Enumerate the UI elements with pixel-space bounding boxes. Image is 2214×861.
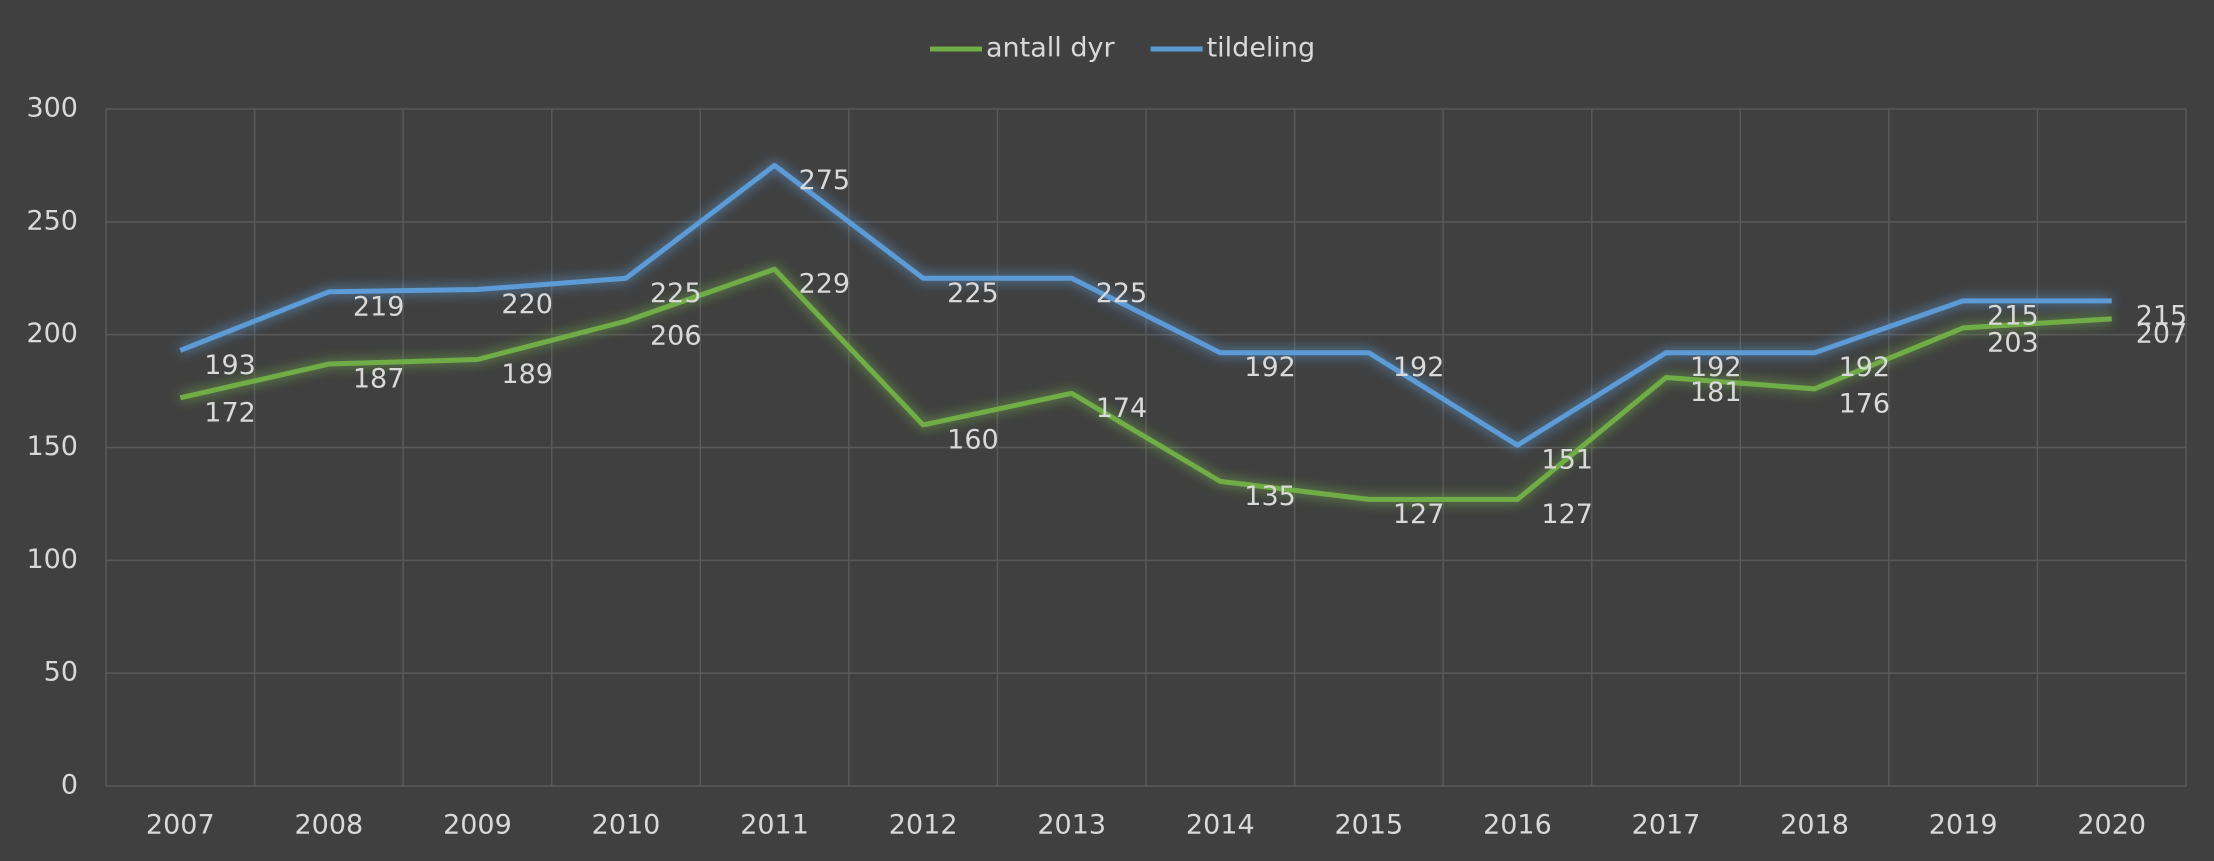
data-label: 229 xyxy=(799,269,851,300)
data-label: 275 xyxy=(799,165,851,196)
legend-label: tildeling xyxy=(1207,33,1316,64)
x-tick-label: 2013 xyxy=(1037,810,1106,841)
legend-label: antall dyr xyxy=(986,33,1115,64)
data-label: 151 xyxy=(1541,445,1593,476)
data-label: 174 xyxy=(1096,393,1148,424)
data-label: 176 xyxy=(1839,388,1891,419)
data-label: 192 xyxy=(1839,352,1891,383)
data-label: 192 xyxy=(1244,352,1296,383)
y-tick-label: 150 xyxy=(26,431,78,462)
data-label: 225 xyxy=(650,278,702,309)
data-label: 181 xyxy=(1690,377,1742,408)
data-label: 215 xyxy=(2136,300,2188,331)
data-label: 127 xyxy=(1393,499,1445,530)
y-tick-label: 200 xyxy=(26,318,78,349)
data-label: 220 xyxy=(501,289,553,320)
x-tick-label: 2011 xyxy=(740,810,809,841)
x-tick-label: 2015 xyxy=(1334,810,1403,841)
y-tick-label: 300 xyxy=(26,93,78,124)
data-label: 219 xyxy=(353,291,405,322)
data-label: 160 xyxy=(947,424,999,455)
x-tick-label: 2019 xyxy=(1929,810,1998,841)
x-tick-label: 2016 xyxy=(1483,810,1552,841)
x-tick-label: 2018 xyxy=(1780,810,1849,841)
series-line xyxy=(179,162,2112,448)
data-label: 225 xyxy=(947,278,999,309)
data-label: 192 xyxy=(1393,352,1445,383)
data-label: 192 xyxy=(1690,352,1742,383)
y-tick-label: 0 xyxy=(61,770,78,801)
x-tick-label: 2010 xyxy=(592,810,661,841)
y-tick-label: 50 xyxy=(44,657,78,688)
data-label: 172 xyxy=(204,397,256,428)
data-label: 189 xyxy=(501,359,553,390)
x-tick-label: 2008 xyxy=(294,810,363,841)
data-label: 207 xyxy=(2136,318,2188,349)
data-label: 215 xyxy=(1987,300,2039,331)
y-tick-label: 250 xyxy=(26,205,78,236)
y-tick-label: 100 xyxy=(26,544,78,575)
x-tick-label: 2012 xyxy=(889,810,958,841)
data-label: 127 xyxy=(1541,499,1593,530)
data-label: 225 xyxy=(1096,278,1148,309)
x-tick-label: 2020 xyxy=(2077,810,2146,841)
x-tick-label: 2007 xyxy=(146,810,215,841)
data-label: 203 xyxy=(1987,327,2039,358)
data-label: 187 xyxy=(353,364,405,395)
series-line xyxy=(179,266,2112,502)
data-label: 135 xyxy=(1244,481,1296,512)
x-tick-label: 2014 xyxy=(1186,810,1255,841)
data-label: 193 xyxy=(204,350,256,381)
x-tick-label: 2009 xyxy=(443,810,512,841)
x-tick-label: 2017 xyxy=(1632,810,1701,841)
data-label: 206 xyxy=(650,321,702,352)
